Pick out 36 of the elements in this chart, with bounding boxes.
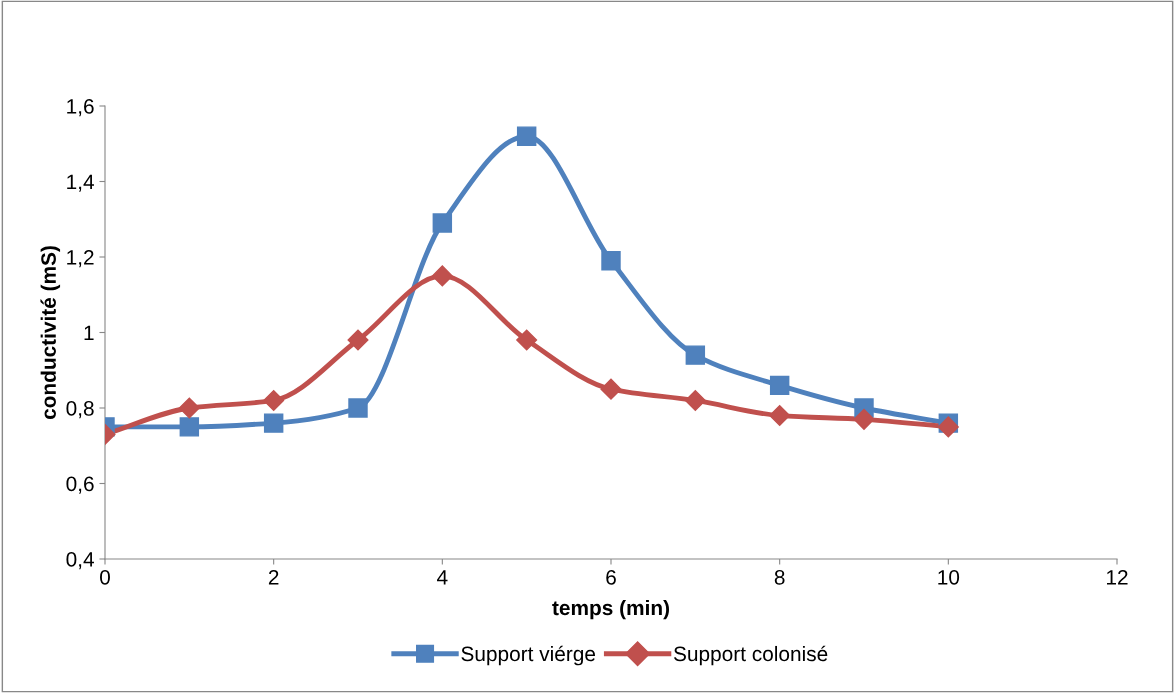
x-tick-label: 0 (100, 569, 110, 585)
y-tick-label: 0,8 (66, 401, 94, 419)
point (348, 398, 368, 418)
point (853, 408, 875, 430)
y-tick-label: 0,6 (66, 476, 94, 494)
y-tick-label: 0,4 (66, 552, 94, 570)
point (432, 213, 453, 233)
point (769, 405, 791, 427)
point (685, 345, 706, 365)
point (263, 413, 284, 433)
x-tick-label: 2 (268, 569, 279, 585)
y-tick-label: 1,4 (67, 174, 94, 192)
legend-label: Support viérge (461, 645, 596, 666)
point (347, 329, 369, 351)
x-tick-label: 8 (774, 569, 785, 585)
point (684, 389, 706, 411)
point (769, 375, 790, 396)
x-tick-label: 12 (1107, 569, 1128, 585)
x-tick-label: 10 (938, 569, 960, 585)
point (431, 265, 453, 287)
x-tick-label: 6 (606, 569, 616, 585)
y-tick-label: 1,2 (67, 250, 94, 268)
point (516, 126, 537, 146)
point (937, 416, 959, 438)
y-tick-label: 1,6 (67, 99, 94, 117)
x-tick-label: 4 (437, 570, 448, 585)
legend-label: Support colonisé (673, 645, 828, 666)
point (263, 389, 285, 411)
x-axis-title: temps (min) (552, 599, 669, 620)
point (516, 329, 538, 351)
point (179, 417, 200, 437)
point (601, 251, 621, 271)
y-axis-title: conductivité (mS) (40, 246, 61, 420)
point (178, 397, 200, 419)
y-tick-label: 1 (84, 325, 94, 341)
point (600, 378, 622, 400)
